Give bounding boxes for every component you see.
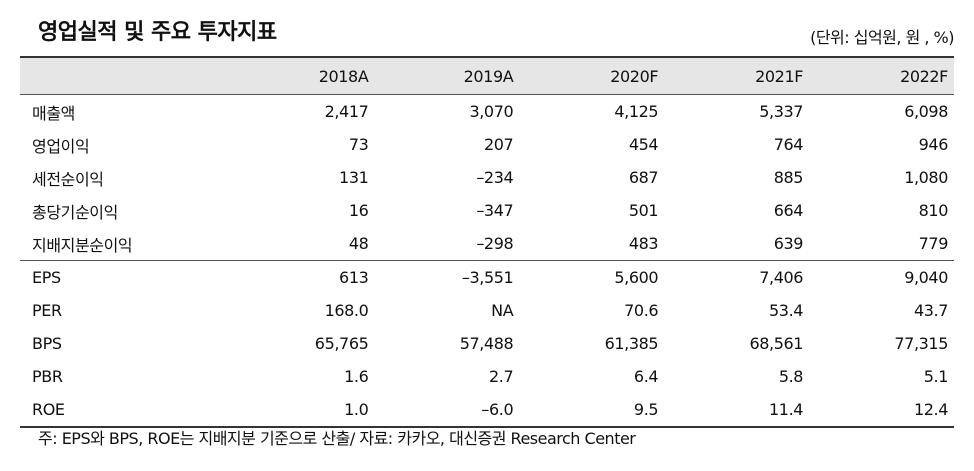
header-row: 2018A 2019A 2020F 2021F 2022F [20,56,954,95]
cell: 687 [628,168,659,187]
table-row: ROE 1.0 –6.0 9.5 11.4 12.4 [20,393,954,428]
table-row: 총당기순이익 16 –347 501 664 810 [20,194,954,227]
column-header-2019a: 2019A [374,56,520,95]
table-row: PBR 1.6 2.7 6.4 5.8 5.1 [20,360,954,393]
cell: 53.4 [769,301,804,320]
cell: 2,417 [324,102,369,121]
cell: 483 [628,234,659,253]
cell: 664 [773,201,804,220]
row-label: EPS [20,260,230,294]
header-corner [20,56,230,95]
cell: 61,385 [604,334,659,353]
row-label: 매출액 [32,103,75,123]
column-header-2020f: 2020F [519,56,665,95]
cell: 7,406 [664,260,810,294]
unit-label: (단위: 십억원, 원 , %) [810,28,954,47]
cell: 68,561 [749,334,804,353]
column-header-2018a: 2018A [229,56,375,95]
row-label: 지배지분순이익 [32,235,133,255]
cell: 501 [628,201,659,220]
table-title: 영업실적 및 주요 투자지표 [38,20,277,45]
cell: –6.0 [374,393,520,428]
column-header-2021f: 2021F [664,56,810,95]
cell: 73 [348,135,369,154]
cell: 207 [483,135,514,154]
cell: 1.0 [229,393,375,428]
cell: 57,488 [459,334,514,353]
row-label: PBR [32,367,63,386]
row-label: 영업이익 [32,136,90,156]
column-header-2022f: 2022F [809,56,954,95]
cell: 6,098 [904,102,948,121]
cell: –298 [476,234,514,253]
row-label: 세전순이익 [32,169,104,189]
cell: 131 [339,168,369,187]
cell: 168.0 [324,301,369,320]
table-row: PER 168.0 NA 70.6 53.4 43.7 [20,294,954,327]
cell: 764 [773,135,804,154]
cell: 946 [918,135,949,154]
cell: –234 [476,168,514,187]
table-row: EPS 613 –3,551 5,600 7,406 9,040 [20,260,954,294]
cell: 4,125 [614,102,659,121]
row-label: PER [32,301,62,320]
cell: 639 [773,234,804,253]
cell: –347 [476,201,514,220]
cell: 43.7 [913,301,948,320]
cell: 885 [773,168,804,187]
cell: 5,600 [519,260,665,294]
table-row: BPS 65,765 57,488 61,385 68,561 77,315 [20,327,954,360]
cell: 454 [628,135,659,154]
table-row: 매출액 2,417 3,070 4,125 5,337 6,098 [20,95,954,129]
cell: 48 [348,234,369,253]
cell: 5.8 [778,367,804,386]
cell: 9.5 [519,393,665,428]
cell: 3,070 [469,102,514,121]
cell: 2.7 [489,367,514,386]
cell: 6.4 [633,367,659,386]
cell: 1.6 [344,367,369,386]
cell: 613 [229,260,375,294]
cell: 16 [348,201,369,220]
cell: 5.1 [923,367,949,386]
row-label: BPS [32,334,62,353]
cell: 1,080 [904,168,948,187]
table-row: 지배지분순이익 48 –298 483 639 779 [20,227,954,261]
cell: –3,551 [374,260,520,294]
row-label: 총당기순이익 [32,202,118,222]
cell: 810 [918,201,949,220]
cell: 70.6 [624,301,659,320]
cell: 12.4 [809,393,954,428]
source-note: 주: EPS와 BPS, ROE는 지배지분 기준으로 산출/ 자료: 카카오,… [38,429,636,448]
table-row: 세전순이익 131 –234 687 885 1,080 [20,161,954,194]
cell: 9,040 [809,260,954,294]
cell: 5,337 [759,102,804,121]
financial-table: 2018A 2019A 2020F 2021F 2022F 매출액 2,417 … [20,56,954,428]
row-label: ROE [20,393,230,428]
cell: 11.4 [664,393,810,428]
cell: 77,315 [894,334,948,353]
cell: 65,765 [314,334,369,353]
cell: 779 [918,234,949,253]
table-row: 영업이익 73 207 454 764 946 [20,128,954,161]
cell: NA [491,301,514,320]
